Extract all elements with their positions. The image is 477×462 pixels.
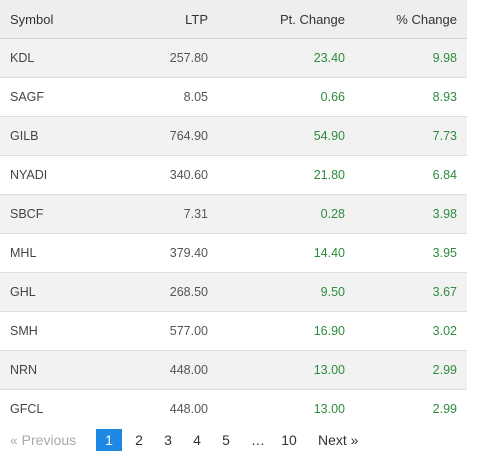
page-3-button[interactable]: 3 xyxy=(164,432,172,448)
cell-ltp: 268.50 xyxy=(110,272,218,312)
page-10-button[interactable]: 10 xyxy=(281,432,297,448)
table-row[interactable]: GFCL 448.00 13.00 2.99 xyxy=(0,389,467,428)
table-header: Symbol LTP Pt. Change % Change xyxy=(0,0,467,39)
cell-pct-change: 8.93 xyxy=(355,77,467,117)
cell-pct-change: 9.98 xyxy=(355,38,467,78)
table-row[interactable]: NRN 448.00 13.00 2.99 xyxy=(0,350,467,390)
cell-pt-change: 13.00 xyxy=(218,389,355,428)
cell-pct-change: 7.73 xyxy=(355,116,467,156)
cell-pct-change: 2.99 xyxy=(355,350,467,390)
cell-ltp: 8.05 xyxy=(110,77,218,117)
cell-pt-change: 0.28 xyxy=(218,194,355,234)
previous-page-button[interactable]: « Previous xyxy=(10,432,77,448)
cell-ltp: 257.80 xyxy=(110,38,218,78)
cell-symbol[interactable]: GILB xyxy=(0,116,110,156)
table-row[interactable]: SBCF 7.31 0.28 3.98 xyxy=(0,194,467,234)
cell-pt-change: 16.90 xyxy=(218,311,355,351)
header-pct-change[interactable]: % Change xyxy=(355,0,467,39)
cell-pct-change: 3.95 xyxy=(355,233,467,273)
page-1-button[interactable]: 1 xyxy=(96,429,122,451)
gainers-table-container: Symbol LTP Pt. Change % Change KDL 257.80… xyxy=(0,0,467,428)
cell-symbol[interactable]: GHL xyxy=(0,272,110,312)
cell-ltp: 379.40 xyxy=(110,233,218,273)
table-row[interactable]: GILB 764.90 54.90 7.73 xyxy=(0,116,467,156)
cell-symbol[interactable]: SAGF xyxy=(0,77,110,117)
cell-pct-change: 6.84 xyxy=(355,155,467,195)
cell-pt-change: 23.40 xyxy=(218,38,355,78)
cell-pt-change: 13.00 xyxy=(218,350,355,390)
cell-ltp: 448.00 xyxy=(110,350,218,390)
cell-pt-change: 0.66 xyxy=(218,77,355,117)
cell-pt-change: 21.80 xyxy=(218,155,355,195)
table-row[interactable]: NYADI 340.60 21.80 6.84 xyxy=(0,155,467,195)
header-row: Symbol LTP Pt. Change % Change xyxy=(0,0,467,39)
cell-ltp: 340.60 xyxy=(110,155,218,195)
cell-pt-change: 54.90 xyxy=(218,116,355,156)
header-pt-change[interactable]: Pt. Change xyxy=(218,0,355,39)
header-symbol[interactable]: Symbol xyxy=(0,0,110,39)
next-page-button[interactable]: Next » xyxy=(318,432,359,448)
pagination: « Previous 1 2 3 4 5 … 10 Next » xyxy=(0,428,358,452)
cell-symbol[interactable]: MHL xyxy=(0,233,110,273)
page-2-button[interactable]: 2 xyxy=(135,432,143,448)
cell-pct-change: 3.67 xyxy=(355,272,467,312)
cell-symbol[interactable]: KDL xyxy=(0,38,110,78)
table-row[interactable]: SAGF 8.05 0.66 8.93 xyxy=(0,77,467,117)
table-row[interactable]: MHL 379.40 14.40 3.95 xyxy=(0,233,467,273)
pagination-ellipsis: … xyxy=(251,432,265,448)
cell-ltp: 577.00 xyxy=(110,311,218,351)
page-5-button[interactable]: 5 xyxy=(222,432,230,448)
cell-symbol[interactable]: NRN xyxy=(0,350,110,390)
table-row[interactable]: GHL 268.50 9.50 3.67 xyxy=(0,272,467,312)
cell-symbol[interactable]: SBCF xyxy=(0,194,110,234)
cell-pct-change: 3.02 xyxy=(355,311,467,351)
cell-ltp: 448.00 xyxy=(110,389,218,428)
cell-symbol[interactable]: SMH xyxy=(0,311,110,351)
table-body: KDL 257.80 23.40 9.98 SAGF 8.05 0.66 8.93 GILB 76… xyxy=(0,38,467,428)
gainers-table: Symbol LTP Pt. Change % Change KDL 257.80… xyxy=(0,0,467,428)
cell-symbol[interactable]: GFCL xyxy=(0,389,110,428)
cell-ltp: 764.90 xyxy=(110,116,218,156)
page-4-button[interactable]: 4 xyxy=(193,432,201,448)
cell-pt-change: 14.40 xyxy=(218,233,355,273)
table-row[interactable]: KDL 257.80 23.40 9.98 xyxy=(0,38,467,78)
header-ltp[interactable]: LTP xyxy=(110,0,218,39)
cell-pct-change: 2.99 xyxy=(355,389,467,428)
cell-ltp: 7.31 xyxy=(110,194,218,234)
table-row[interactable]: SMH 577.00 16.90 3.02 xyxy=(0,311,467,351)
cell-pt-change: 9.50 xyxy=(218,272,355,312)
cell-pct-change: 3.98 xyxy=(355,194,467,234)
cell-symbol[interactable]: NYADI xyxy=(0,155,110,195)
